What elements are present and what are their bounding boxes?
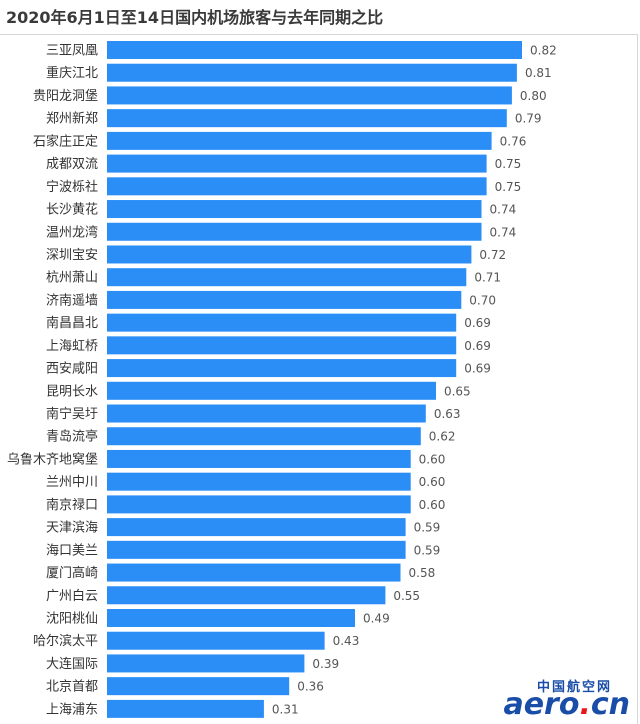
bar <box>107 41 522 59</box>
value-label: 0.31 <box>272 702 299 716</box>
bar <box>107 427 421 446</box>
watermark-dot: . <box>579 687 591 722</box>
bar <box>107 381 436 400</box>
category-label: 大连国际 <box>46 656 98 672</box>
value-label: 0.43 <box>333 634 360 648</box>
category-label: 宁波栎社 <box>46 179 98 195</box>
bar <box>107 586 386 605</box>
category-label: 兰州中川 <box>46 475 98 490</box>
category-label: 南宁吴圩 <box>46 406 98 422</box>
bar <box>107 154 487 173</box>
plot-frame <box>0 34 638 724</box>
category-label: 贵阳龙洞堡 <box>33 88 98 104</box>
bar <box>107 404 426 423</box>
bar <box>107 677 290 696</box>
watermark-cn-text: 中国航空网 <box>536 680 612 695</box>
bar <box>107 654 305 673</box>
bar <box>107 268 467 287</box>
value-label: 0.69 <box>464 339 491 353</box>
category-label: 南京禄口 <box>46 497 98 513</box>
category-label: 西安咸阳 <box>46 362 98 377</box>
category-label: 北京首都 <box>46 680 98 695</box>
value-label: 0.39 <box>312 657 339 671</box>
category-label: 海口美兰 <box>46 543 98 558</box>
value-label: 0.72 <box>479 248 506 262</box>
bar <box>107 699 264 718</box>
bar <box>107 563 401 582</box>
bar <box>107 472 411 491</box>
category-label: 哈尔滨太平 <box>33 633 98 649</box>
value-label: 0.74 <box>490 203 517 217</box>
bar <box>107 245 472 264</box>
bar <box>107 359 457 378</box>
category-label: 重庆江北 <box>46 65 98 81</box>
category-label: 天津滨海 <box>46 520 98 536</box>
category-label: 长沙黄花 <box>46 202 98 218</box>
value-label: 0.49 <box>363 612 390 626</box>
value-label: 0.65 <box>444 384 471 398</box>
bar <box>107 631 325 650</box>
category-label: 厦门高崎 <box>46 565 98 581</box>
aero-watermark-logo: 中国航空网 aero.cn <box>470 676 630 720</box>
category-label: 深圳宝安 <box>46 248 98 263</box>
category-label: 广州白云 <box>46 588 98 604</box>
watermark-en-main: aero <box>503 687 580 722</box>
bar <box>107 518 406 537</box>
value-label: 0.80 <box>520 89 547 103</box>
category-label: 济南遥墙 <box>46 292 98 308</box>
bar <box>107 222 482 241</box>
category-label: 南昌昌北 <box>46 315 98 331</box>
bar <box>107 177 487 196</box>
category-label: 郑州新郑 <box>46 111 98 127</box>
value-label: 0.76 <box>500 134 527 148</box>
value-label: 0.36 <box>297 680 324 694</box>
value-label: 0.71 <box>474 271 501 285</box>
category-label: 成都双流 <box>46 157 98 172</box>
value-label: 0.81 <box>525 66 552 80</box>
bar <box>107 131 492 150</box>
bar <box>107 540 406 559</box>
value-label: 0.69 <box>464 316 491 330</box>
value-label: 0.69 <box>464 362 491 376</box>
category-label: 石家庄正定 <box>33 133 98 149</box>
bar <box>107 313 457 332</box>
value-label: 0.63 <box>434 407 461 421</box>
value-label: 0.59 <box>414 543 441 557</box>
value-label: 0.70 <box>469 293 496 307</box>
watermark-en-text: aero.cn <box>503 690 630 720</box>
watermark-tld: cn <box>590 687 630 722</box>
value-label: 0.58 <box>409 566 436 580</box>
category-label: 乌鲁木齐地窝堡 <box>7 451 98 467</box>
bar <box>107 63 517 82</box>
value-label: 0.75 <box>495 157 522 171</box>
chart-title: 2020年6月1日至14日国内机场旅客与去年同期之比 <box>6 8 384 27</box>
value-label: 0.60 <box>419 475 446 489</box>
bar <box>107 336 457 355</box>
category-label: 沈阳桃仙 <box>46 612 98 627</box>
bar <box>107 109 507 128</box>
bar <box>107 86 512 105</box>
value-label: 0.62 <box>429 430 456 444</box>
value-label: 0.74 <box>490 225 517 239</box>
bar <box>107 200 482 219</box>
category-label: 杭州萧山 <box>46 271 98 286</box>
value-label: 0.82 <box>530 44 557 58</box>
value-label: 0.55 <box>393 589 420 603</box>
category-label: 青岛流亭 <box>46 429 98 445</box>
category-label: 三亚凤凰 <box>46 44 98 59</box>
value-label: 0.60 <box>419 452 446 466</box>
bar <box>107 609 355 627</box>
bar <box>107 290 462 309</box>
bar <box>107 449 411 468</box>
value-label: 0.59 <box>414 521 441 535</box>
category-label: 上海虹桥 <box>46 339 98 354</box>
category-label: 昆明长水 <box>46 384 98 399</box>
category-label: 上海浦东 <box>46 702 98 717</box>
value-label: 0.79 <box>515 112 542 126</box>
bar <box>107 495 411 514</box>
value-label: 0.75 <box>495 180 522 194</box>
value-label: 0.60 <box>419 498 446 512</box>
category-label: 温州龙湾 <box>46 224 98 240</box>
